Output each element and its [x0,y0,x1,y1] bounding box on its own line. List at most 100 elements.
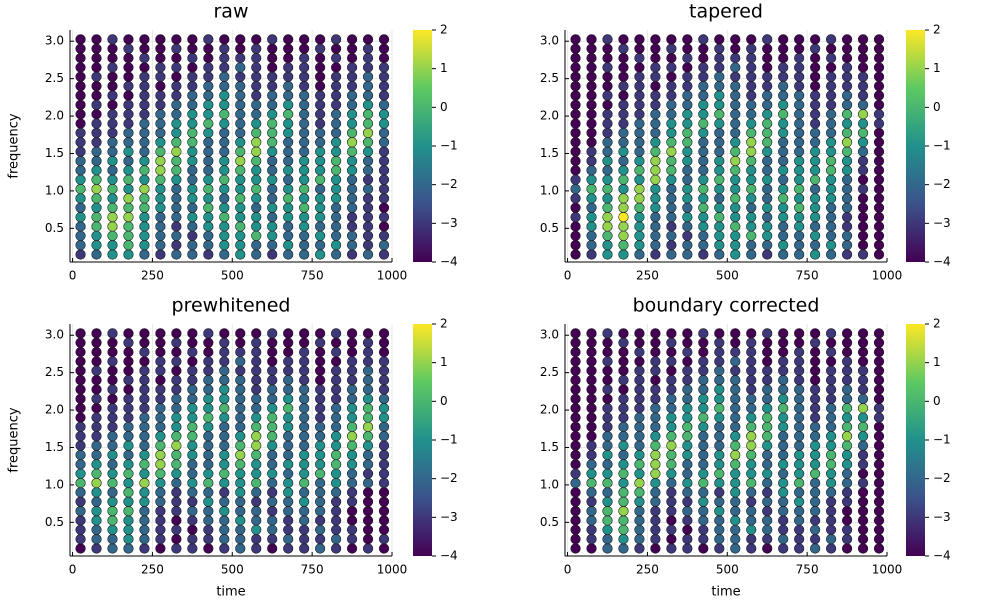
point [586,328,597,339]
point [778,137,789,148]
point [841,543,853,554]
point [91,403,102,414]
point [330,487,342,498]
point [650,90,661,101]
point [139,202,150,213]
point [841,183,853,195]
point [586,496,597,507]
point [794,346,805,358]
point [155,90,166,101]
point [123,109,134,120]
x-tick-label: 0 [69,563,77,577]
point [171,193,182,204]
point [171,165,182,176]
point [251,468,262,479]
point [123,81,134,92]
point [570,421,581,433]
point [698,155,709,167]
point [810,183,821,195]
point [698,118,709,129]
point [362,118,374,129]
point [139,81,150,92]
point [714,146,725,157]
point [570,43,581,54]
point [107,543,118,554]
point [203,543,214,554]
point [650,524,661,535]
point [794,449,805,461]
point [330,52,342,64]
point [762,62,773,73]
point [762,81,773,92]
point [315,146,326,157]
point [267,328,278,339]
point [570,524,581,535]
markers [570,34,885,260]
point [330,412,342,423]
point [762,459,773,470]
point [794,431,805,442]
point [219,375,230,386]
point [857,155,869,167]
point [650,137,661,148]
point [362,468,374,479]
point [602,449,613,461]
point [139,155,150,167]
point [570,375,581,386]
point [778,440,789,451]
point [825,384,837,395]
point [75,384,86,395]
point [825,249,837,260]
point [362,421,374,433]
colorbar-tick-label: −1 [440,139,458,153]
point [378,505,390,517]
point [219,487,230,498]
point [315,365,326,376]
point [570,477,581,489]
point [283,146,294,157]
point [219,337,230,348]
point [841,337,853,348]
point [267,468,278,479]
point [283,440,294,451]
point [873,496,885,507]
point [730,534,741,545]
point [666,165,677,176]
point [346,431,358,442]
point [794,52,805,64]
point [378,375,390,386]
point [107,515,118,526]
point [778,221,789,232]
point [650,496,661,507]
point [873,449,885,461]
point [666,230,677,241]
point [139,346,150,358]
point [171,221,182,232]
point [187,240,198,251]
point [666,71,677,82]
point [123,468,134,479]
point [682,468,693,479]
point [873,346,885,358]
point [283,524,294,535]
point [251,515,262,526]
y-tick-label: 3.0 [540,328,559,342]
point [666,365,677,376]
point [235,393,246,404]
point [666,211,677,223]
point [315,505,326,517]
colorbar-tick-label: −3 [440,216,458,230]
point [187,71,198,82]
point [714,421,725,433]
point [187,468,198,479]
point [586,174,597,185]
point [762,393,773,404]
point [841,375,853,386]
point [155,174,166,185]
y-tick-label: 2.0 [540,403,559,417]
point [810,118,821,129]
point [825,449,837,461]
point [91,221,102,232]
point [778,477,789,489]
